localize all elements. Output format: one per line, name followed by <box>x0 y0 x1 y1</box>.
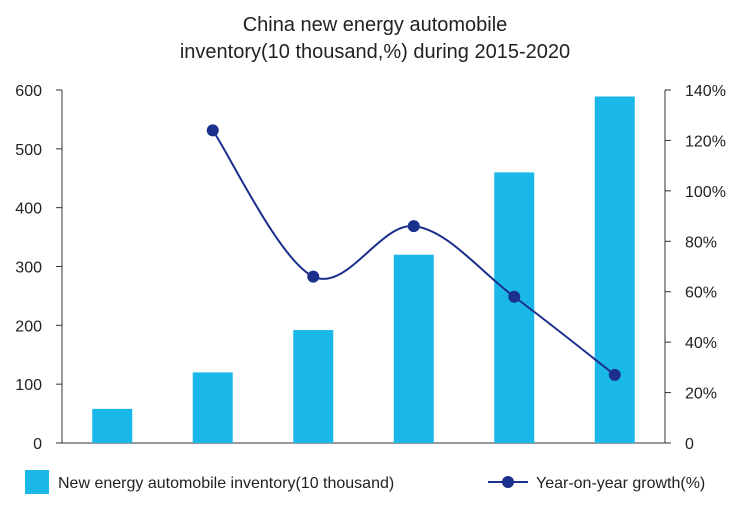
bar-2016 <box>192 372 233 443</box>
y-right-tick-label: 100% <box>685 184 726 201</box>
bar-2018 <box>393 254 434 443</box>
y-right-tick-label: 120% <box>685 133 726 150</box>
y-right-tick-label: 40% <box>685 335 717 352</box>
y-right-tick-label: 60% <box>685 285 717 302</box>
chart-title-line-1: China new energy automobile <box>242 14 508 36</box>
growth-point-2016 <box>206 124 219 137</box>
legend-bar-label: New energy automobile inventory(10 thous… <box>58 475 394 492</box>
y-right-tick-label: 0 <box>685 436 694 453</box>
y-left-tick-label: 200 <box>15 318 42 335</box>
y-left-tick-label: 600 <box>15 83 42 100</box>
growth-point-2020 <box>608 368 621 381</box>
y-right-tick-label: 140% <box>685 83 726 100</box>
bar-2020 <box>594 96 635 443</box>
legend-line-marker <box>502 476 514 488</box>
y-left-tick-label: 400 <box>15 201 42 218</box>
bar-2017 <box>293 330 334 443</box>
growth-point-2018 <box>407 220 420 233</box>
legend-bar-swatch <box>25 470 49 494</box>
growth-point-2017 <box>307 270 320 283</box>
y-left-tick-label: 500 <box>15 142 42 159</box>
chart-title-line-2: inventory(10 thousand,%) during 2015-202… <box>179 41 571 63</box>
growth-point-2019 <box>508 290 521 303</box>
y-left-tick-label: 100 <box>15 377 42 394</box>
y-left-tick-label: 300 <box>15 260 42 277</box>
y-right-tick-label: 80% <box>685 234 717 251</box>
y-right-tick-label: 20% <box>685 386 717 403</box>
y-left-tick-label: 0 <box>33 436 42 453</box>
legend-line-label: Year-on-year growth(%) <box>536 475 705 492</box>
bar-2015 <box>92 408 133 443</box>
